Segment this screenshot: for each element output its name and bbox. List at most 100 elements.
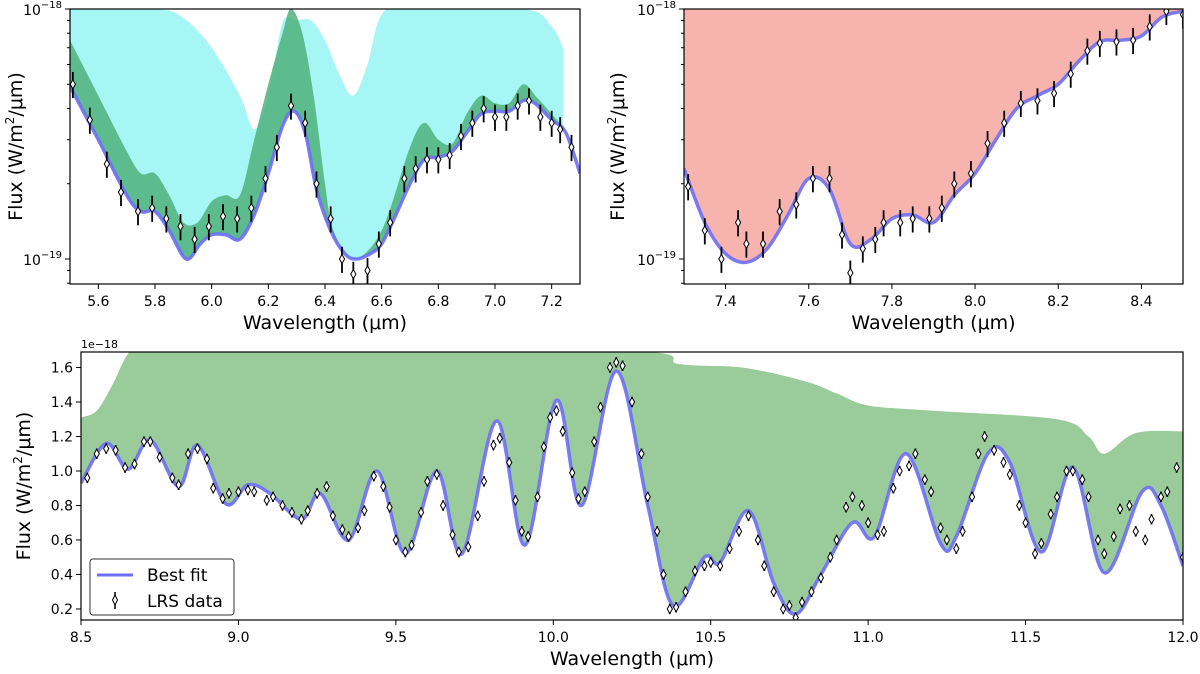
data-marker	[912, 448, 919, 460]
data-marker	[926, 213, 933, 225]
lrs-data-point	[842, 501, 850, 513]
x-tick-label: 7.8	[881, 294, 903, 310]
lrs-data-point	[880, 210, 887, 237]
lrs-data-point	[1146, 14, 1153, 41]
y-axis-label: Flux (W/m2/μm)	[11, 412, 35, 561]
data-marker	[386, 216, 394, 228]
lrs-data-point	[386, 501, 393, 513]
data-marker	[235, 486, 242, 498]
data-marker	[959, 525, 966, 537]
x-tick-label: 6.0	[201, 294, 223, 310]
data-marker	[304, 505, 311, 517]
lrs-data-point	[926, 206, 933, 233]
lrs-data-point	[847, 260, 854, 284]
data-marker	[177, 220, 184, 232]
data-marker	[880, 216, 887, 228]
data-marker	[880, 525, 888, 537]
lrs-data-point	[534, 491, 541, 503]
lrs-data-point	[1163, 9, 1170, 26]
x-tick-label: 8.4	[1130, 294, 1152, 310]
lrs-data-point	[896, 465, 903, 477]
data-marker	[148, 202, 156, 214]
data-marker	[1110, 531, 1117, 543]
lrs-data-point	[912, 448, 919, 460]
lrs-data-point	[175, 479, 182, 491]
data-marker	[827, 551, 834, 563]
data-marker	[524, 531, 532, 543]
x-axis-label: Wavelength (μm)	[243, 312, 407, 334]
lrs-data-point	[1067, 61, 1074, 88]
x-tick-label: 7.6	[798, 294, 820, 310]
data-marker	[568, 141, 575, 153]
lrs-data-point	[591, 436, 598, 448]
data-marker	[716, 560, 724, 572]
lrs-data-point	[177, 214, 184, 241]
data-marker	[967, 167, 975, 179]
data-marker	[644, 491, 651, 503]
data-marker	[1142, 534, 1149, 546]
lrs-data-point	[553, 405, 560, 417]
lrs-data-point	[148, 195, 156, 222]
lrs-data-point	[134, 199, 142, 226]
data-marker	[1084, 45, 1091, 57]
lrs-data-point	[628, 396, 636, 408]
x-tick-label: 10.5	[695, 630, 726, 646]
data-marker	[666, 603, 673, 615]
lrs-data-point	[1126, 499, 1133, 511]
axes-frame	[683, 8, 1184, 285]
lrs-data-point	[776, 199, 783, 226]
data-marker	[203, 453, 211, 465]
lrs-data-point	[140, 436, 148, 448]
data-marker	[718, 253, 725, 265]
lrs-data-point	[1142, 534, 1149, 546]
legend: Best fit LRS data	[89, 558, 235, 616]
lrs-data-point	[112, 444, 119, 456]
legend-lrs-marker	[111, 593, 119, 607]
lrs-data-point	[424, 475, 431, 487]
y-tick-label: 10−18	[637, 0, 676, 19]
panel-p3: 8.5 9.0 9.5 10.0 10.5 11.0 11.5 12.0 0.2 0.4 0.6 0.…	[11, 338, 1199, 670]
lrs-data-point	[1101, 548, 1108, 560]
data-marker	[134, 205, 142, 217]
lrs-data-point	[817, 572, 825, 584]
lrs-data-point	[156, 451, 163, 463]
data-marker	[546, 412, 554, 424]
lrs-data-point	[959, 525, 966, 537]
data-marker	[975, 448, 982, 460]
lrs-data-point	[864, 517, 872, 529]
data-marker	[273, 141, 281, 153]
data-marker	[339, 524, 346, 536]
lrs-data-point	[743, 231, 750, 258]
lrs-data-point	[990, 444, 998, 456]
data-marker	[745, 510, 752, 522]
lrs-data-point	[455, 546, 463, 558]
data-marker	[909, 213, 916, 225]
lrs-data-point	[329, 510, 337, 522]
lrs-data-point	[375, 231, 383, 258]
data-marker	[514, 100, 521, 112]
data-marker	[1179, 551, 1183, 563]
data-marker	[455, 546, 463, 558]
data-marker	[298, 513, 305, 525]
data-marker	[953, 543, 960, 555]
legend-frame	[89, 558, 235, 616]
data-marker	[1038, 537, 1045, 549]
lrs-data-point	[70, 71, 77, 99]
x-tick-label: 9.5	[385, 630, 407, 646]
lrs-data-point	[568, 134, 575, 162]
lrs-data-point	[975, 448, 982, 460]
lrs-data-point	[1022, 517, 1029, 529]
panel-p2: 7.4 7.6 7.8 8.0 8.2 8.4 10−18 10−19 Wavelength (…	[605, 0, 1184, 334]
lrs-data-point	[503, 104, 510, 131]
lrs-data-point	[298, 513, 305, 525]
data-marker	[1094, 534, 1102, 546]
x-tick-label: 6.6	[371, 294, 393, 310]
data-marker	[559, 425, 566, 437]
lrs-data-point	[490, 439, 497, 451]
data-marker	[761, 560, 768, 572]
lrs-data-point	[184, 448, 192, 460]
lrs-data-point	[859, 236, 866, 263]
data-marker	[496, 432, 503, 444]
data-marker	[424, 475, 431, 487]
lrs-data-point	[439, 499, 447, 511]
